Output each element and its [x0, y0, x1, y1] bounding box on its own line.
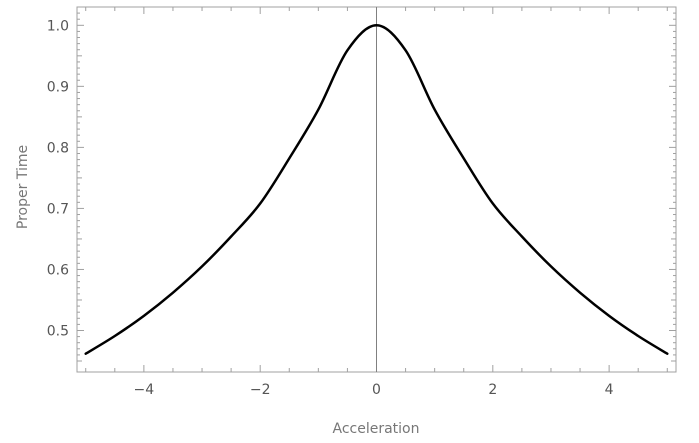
- y-axis-label: Proper Time: [15, 145, 31, 229]
- x-tick-label: −2: [250, 382, 271, 398]
- y-tick-label: 0.7: [47, 201, 69, 217]
- x-tick-label: −4: [134, 382, 155, 398]
- y-tick-label: 1.0: [47, 18, 69, 34]
- x-tick-label: 4: [605, 382, 614, 398]
- y-tick-label: 0.6: [47, 262, 69, 278]
- series-line: [84, 24, 669, 355]
- y-tick-label: 0.5: [47, 323, 69, 339]
- y-tick-label: 0.8: [47, 140, 69, 156]
- x-tick-label: 0: [372, 382, 381, 398]
- x-axis-label: Acceleration: [333, 421, 420, 437]
- y-tick-label: 0.9: [47, 79, 69, 95]
- x-tick-label: 2: [488, 382, 497, 398]
